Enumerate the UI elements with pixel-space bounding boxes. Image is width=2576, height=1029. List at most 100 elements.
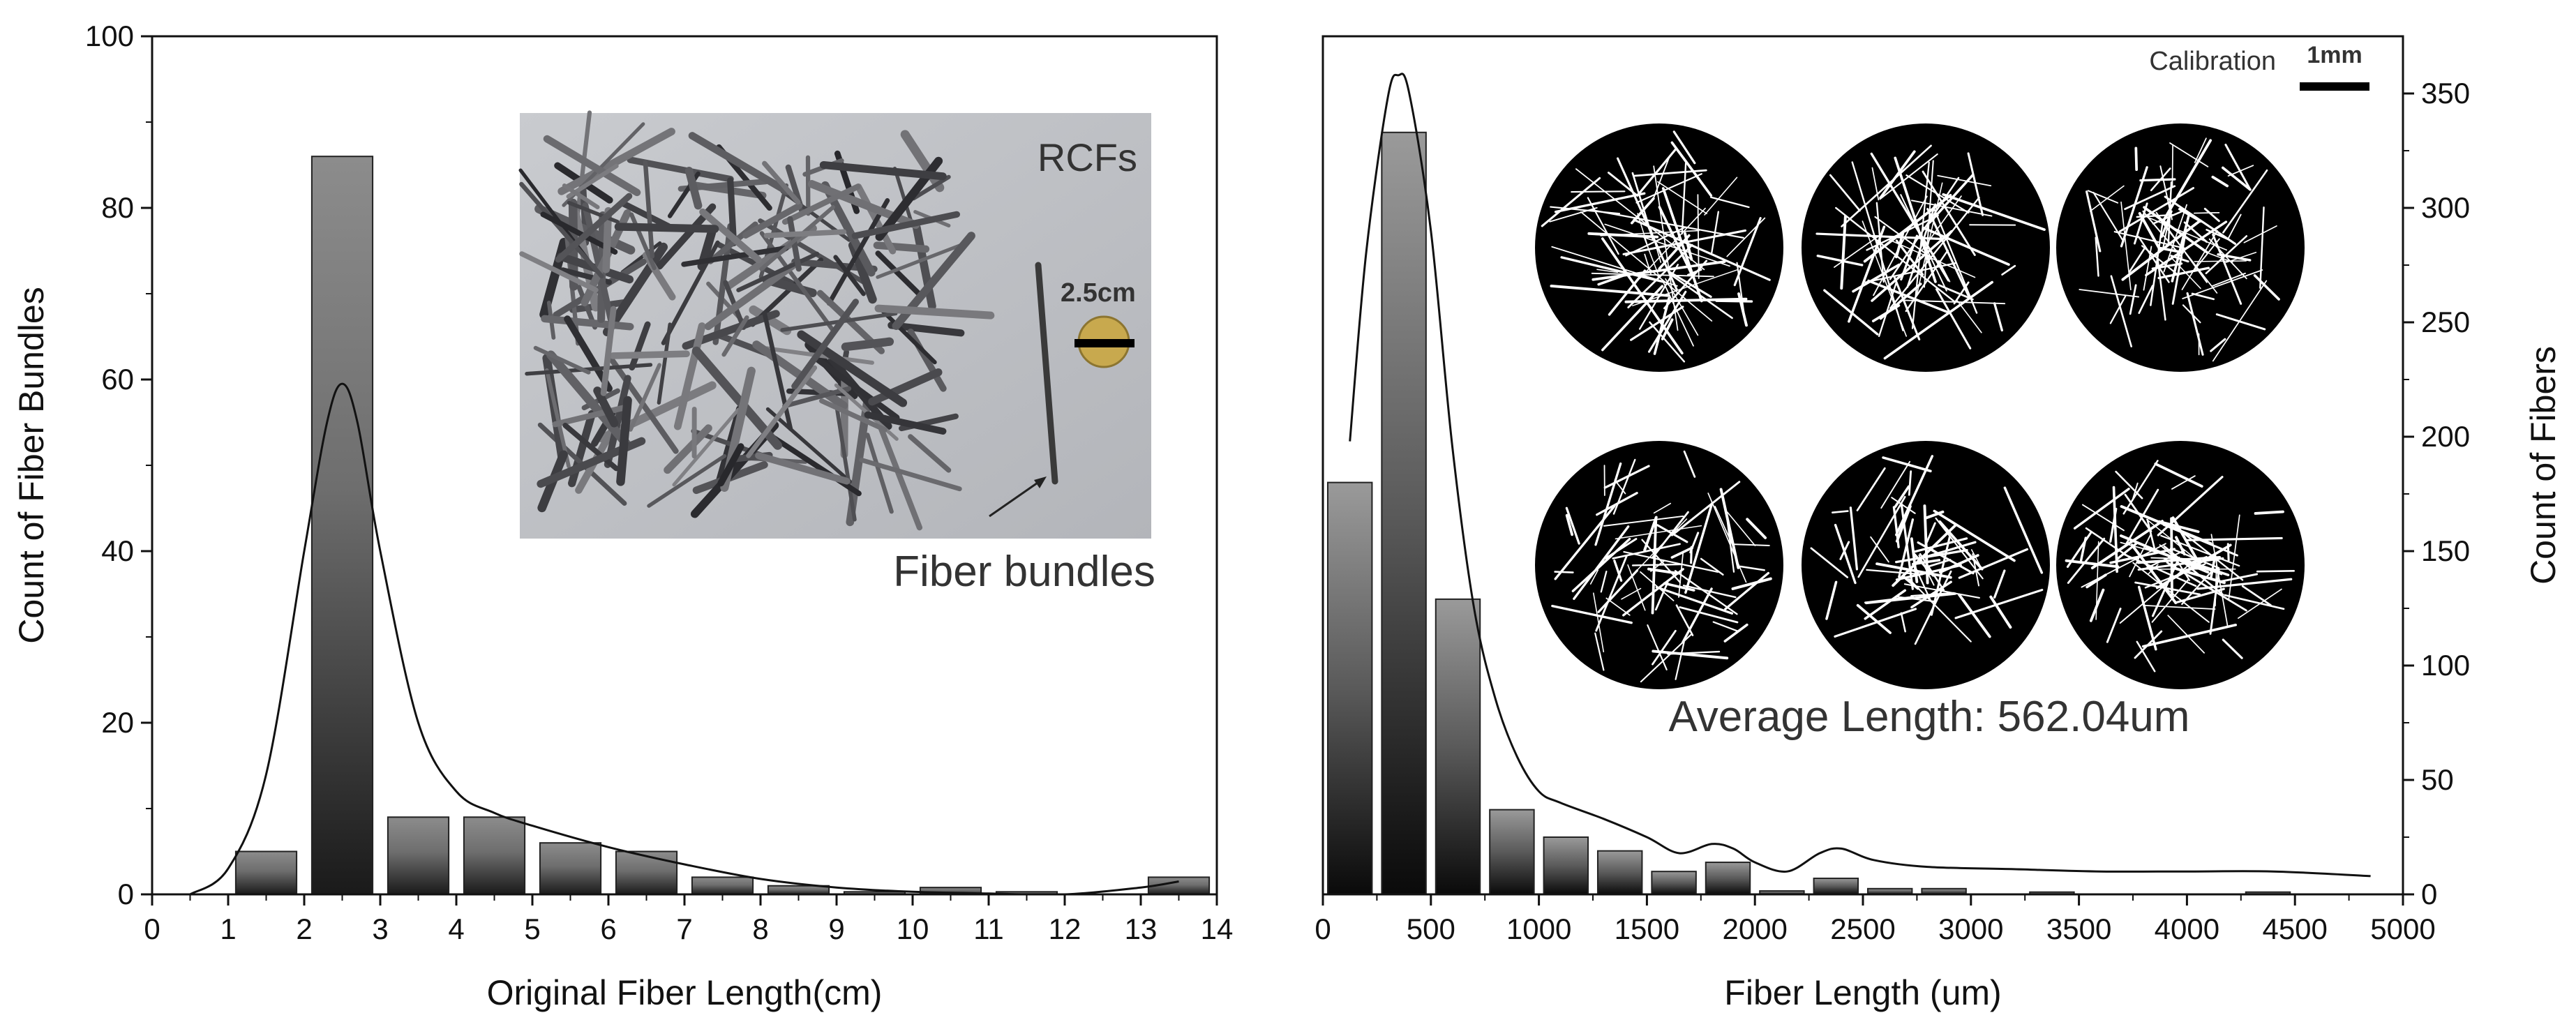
fiber-trace <box>2143 206 2209 254</box>
fiber-trace <box>1665 278 1699 336</box>
fiber-trace <box>2089 185 2125 212</box>
fiber-strand <box>749 305 792 336</box>
fiber-trace <box>2227 213 2242 240</box>
fiber-trace <box>1640 633 1693 683</box>
fiber-trace <box>1541 176 1601 227</box>
fiber-strand <box>717 443 744 487</box>
fiber-trace <box>1613 559 1623 582</box>
fiber-trace <box>1603 465 1650 489</box>
fiber-trace <box>1621 587 1642 600</box>
fiber-trace <box>1587 197 1619 255</box>
bar <box>691 876 754 894</box>
x-tick-label: 4000 <box>2155 912 2219 945</box>
fiber-strand <box>876 241 968 279</box>
fiber-trace <box>1580 211 1713 322</box>
fiber-trace <box>1654 581 1669 611</box>
fiber-trace <box>2163 204 2187 273</box>
y-tick-label: 150 <box>2421 534 2470 567</box>
fiber-trace <box>1810 547 1849 578</box>
fiber-strand <box>688 132 791 195</box>
fiber-trace <box>1898 518 1915 578</box>
inset-label-fiber-bundles: Fiber bundles <box>893 548 1155 596</box>
fiber-strand <box>609 350 690 359</box>
fiber-trace <box>1622 568 1684 617</box>
y-tick-label: 200 <box>2421 420 2470 453</box>
fiber-trace <box>2122 460 2159 515</box>
fiber-trace <box>2222 638 2243 659</box>
fiber-trace <box>1938 260 1951 283</box>
fiber-strand <box>699 208 762 264</box>
fiber-trace <box>2120 534 2210 574</box>
fiber-strand <box>736 251 820 292</box>
fiber-strand <box>859 458 962 492</box>
right-chart: Calibration 1mm Average Length: 562.04um… <box>1315 35 2563 1012</box>
fiber-trace <box>2137 236 2170 283</box>
fiber-trace <box>1554 571 1574 573</box>
fiber-strand <box>727 176 737 247</box>
fiber-trace <box>1910 580 1952 609</box>
fiber-trace <box>1922 170 1976 256</box>
fiber-trace <box>2090 520 2164 570</box>
fiber-trace <box>2212 233 2242 305</box>
fiber-trace <box>1958 548 2029 579</box>
fiber-trace <box>1932 548 1956 564</box>
fiber-trace <box>1670 546 1694 559</box>
fiber-trace <box>1849 506 1859 571</box>
x-tick-label: 500 <box>1407 912 1455 945</box>
micrograph <box>1802 123 2050 372</box>
fiber-trace <box>2183 221 2208 243</box>
fiber-trace <box>2164 195 2236 245</box>
bar <box>1326 481 1373 894</box>
fiber-trace <box>2073 488 2130 530</box>
fiber-trace <box>1892 523 1958 587</box>
fiber-strand <box>616 396 632 486</box>
fiber-trace <box>2085 190 2102 253</box>
right-y-axis: 0 50 100 150 200 250 300 350 <box>2403 77 2470 910</box>
fiber-strand <box>672 407 740 487</box>
fiber-trace <box>1633 169 1707 177</box>
fiber-trace <box>2134 630 2163 659</box>
fiber-trace <box>1652 649 1729 660</box>
fiber-strand <box>865 433 894 514</box>
fiber-strand <box>562 423 620 472</box>
fiber-trace <box>2175 536 2186 556</box>
fiber-trace <box>1712 621 1739 632</box>
fiber-trace <box>1565 513 1574 536</box>
fiber-trace <box>1852 263 1901 293</box>
fiber-trace <box>2130 543 2178 605</box>
fiber-trace <box>1900 612 1906 633</box>
fiber-trace <box>1724 571 1770 610</box>
fiber-trace <box>1926 522 1936 543</box>
y-tick-label: 80 <box>101 191 134 224</box>
fiber-trace <box>2154 463 2203 488</box>
x-tick-label: 9 <box>828 912 844 945</box>
fiber-trace <box>2203 207 2220 223</box>
fiber-trace <box>1989 595 2012 629</box>
fiber-trace <box>2224 594 2285 610</box>
fiber-trace <box>2118 187 2195 233</box>
right-bars <box>1326 131 2291 894</box>
fiber-strand <box>874 304 995 320</box>
left-x-axis: 0 1 2 3 4 5 6 7 8 9 10 11 12 13 14 <box>144 894 1233 945</box>
fiber-trace <box>1875 562 1952 579</box>
fiber-trace <box>1635 173 1702 204</box>
x-tick-label: 5000 <box>2370 912 2435 945</box>
fiber-trace <box>1592 209 1744 239</box>
x-tick-label: 6 <box>600 912 616 945</box>
fiber-trace <box>2095 236 2099 277</box>
fiber-trace <box>1911 161 1930 329</box>
fiber-trace <box>1704 176 1738 216</box>
left-y-axis: 0 20 40 60 80 100 <box>85 20 152 910</box>
fiber-strand <box>704 262 797 331</box>
fiber-trace <box>2124 185 2176 211</box>
left-chart: RCFs 2.5cm Fiber bundles 0 1 2 3 4 5 6 7 8 9 10 11 1… <box>12 20 1233 1012</box>
fiber-trace <box>1933 509 2016 562</box>
x-tick-label: 0 <box>1315 912 1331 945</box>
fiber-trace <box>1663 281 1694 347</box>
fiber-trace <box>1835 206 1956 303</box>
fiber-strand <box>647 453 727 508</box>
x-tick-label: 2000 <box>1722 912 1787 945</box>
fiber-trace <box>2254 510 2284 515</box>
fiber-trace <box>2157 476 2224 536</box>
bar <box>234 850 298 894</box>
